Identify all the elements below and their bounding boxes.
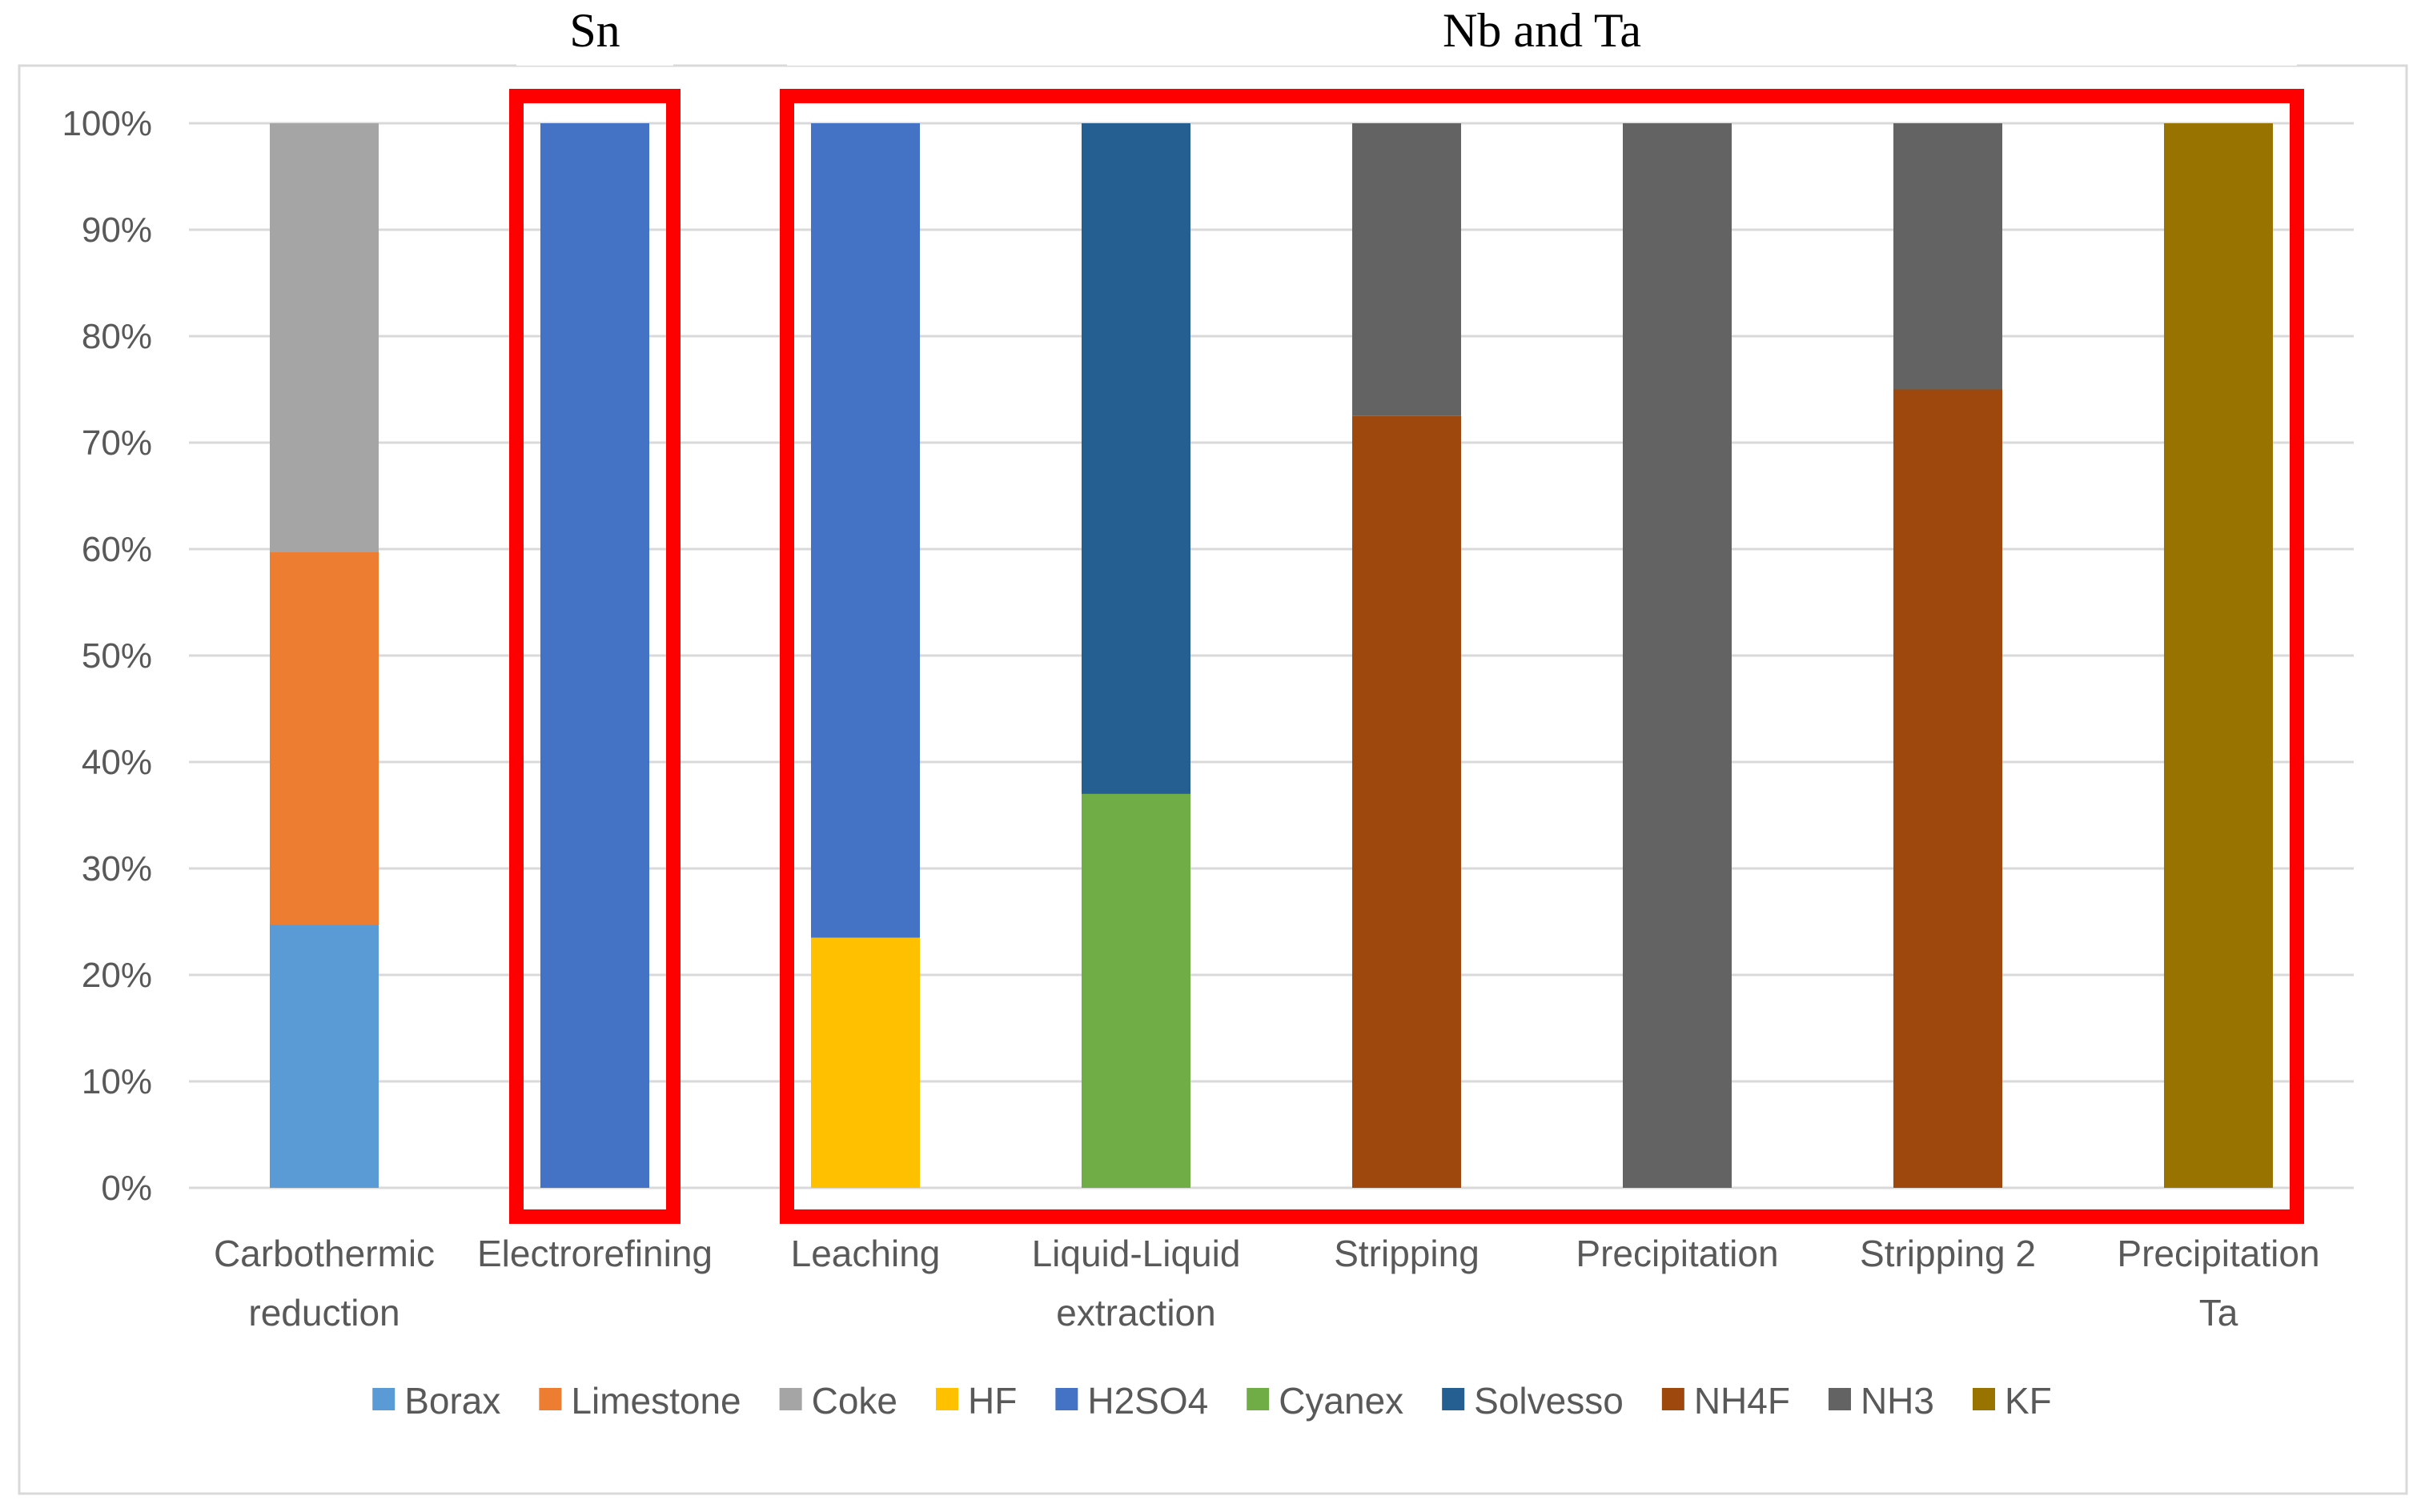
bar-segment bbox=[540, 123, 649, 1188]
x-axis-labels: Carbothermic reduction Electrorefining Leac… bbox=[214, 1233, 2320, 1334]
legend-swatch bbox=[1442, 1388, 1465, 1410]
bar-segment bbox=[1352, 123, 1461, 416]
y-tick-label: 10% bbox=[82, 1062, 152, 1101]
legend-swatch bbox=[1247, 1388, 1270, 1410]
legend-swatch bbox=[779, 1388, 802, 1410]
legend-swatch bbox=[1055, 1388, 1078, 1410]
group-label: Sn bbox=[569, 4, 620, 57]
y-tick-label: 90% bbox=[82, 211, 152, 250]
legend-label: NH3 bbox=[1861, 1380, 1934, 1422]
bar-segment bbox=[1893, 123, 2002, 390]
legend-label: HF bbox=[968, 1380, 1017, 1422]
bars bbox=[270, 123, 2273, 1188]
x-category-label: Leaching bbox=[791, 1233, 941, 1274]
legend-swatch bbox=[1661, 1388, 1684, 1410]
group-highlight-box bbox=[509, 89, 681, 1224]
bar-segment bbox=[2164, 123, 2273, 1188]
legend-label: NH4F bbox=[1694, 1380, 1790, 1422]
x-category-label: reduction bbox=[248, 1292, 399, 1334]
legend-swatch bbox=[936, 1388, 959, 1410]
x-category-label: Stripping 2 bbox=[1860, 1233, 2036, 1274]
bar-segment bbox=[811, 937, 920, 1188]
legend-label: Solvesso bbox=[1474, 1380, 1624, 1422]
group-label-background bbox=[516, 2, 673, 66]
group-label-background bbox=[787, 2, 2297, 66]
bar-segment bbox=[811, 123, 920, 938]
x-category-label: Liquid-Liquid bbox=[1032, 1233, 1241, 1274]
x-category-label: Precipitation bbox=[1576, 1233, 1778, 1274]
y-tick-label: 80% bbox=[82, 317, 152, 356]
x-category-label: extraction bbox=[1056, 1292, 1215, 1334]
legend-swatch bbox=[1828, 1388, 1851, 1410]
legend-swatch bbox=[1972, 1388, 1995, 1410]
bar-segment bbox=[1352, 415, 1461, 1188]
y-tick-label: 0% bbox=[101, 1169, 152, 1208]
bar-segment bbox=[1893, 389, 2002, 1188]
y-tick-label: 30% bbox=[82, 849, 152, 888]
y-tick-label: 20% bbox=[82, 956, 152, 995]
group-label: Nb and Ta bbox=[1443, 4, 1641, 57]
legend-swatch bbox=[372, 1388, 395, 1410]
bar-segment bbox=[270, 924, 379, 1188]
bar-segment bbox=[1082, 793, 1190, 1188]
bar-segment bbox=[270, 551, 379, 925]
legend-label: Limestone bbox=[571, 1380, 741, 1422]
group-highlight-box bbox=[780, 89, 2304, 1224]
y-tick-label: 60% bbox=[82, 530, 152, 569]
legend-label: KF bbox=[2005, 1380, 2052, 1422]
legend-label: Coke bbox=[812, 1380, 897, 1422]
x-category-label: Precipitation bbox=[2117, 1233, 2319, 1274]
chart-frame bbox=[18, 64, 2408, 1495]
y-tick-label: 50% bbox=[82, 636, 152, 676]
y-tick-label: 100% bbox=[62, 104, 152, 143]
y-tick-label: 70% bbox=[82, 423, 152, 463]
bar-segment bbox=[270, 123, 379, 552]
x-category-label: Electrorefining bbox=[477, 1233, 713, 1274]
bar-segment bbox=[1623, 123, 1732, 1188]
group-highlights: Sn Nb and Ta bbox=[509, 2, 2304, 1224]
y-tick-label: 40% bbox=[82, 743, 152, 782]
legend-label: H2SO4 bbox=[1087, 1380, 1208, 1422]
bar-segment bbox=[1082, 123, 1190, 794]
x-category-label: Carbothermic bbox=[214, 1233, 435, 1274]
legend-swatch bbox=[539, 1388, 562, 1410]
legend: Borax Limestone Coke HF H2SO4 Cyanex Solvesso N… bbox=[372, 1380, 2052, 1422]
x-category-label: Stripping bbox=[1334, 1233, 1480, 1274]
x-category-label: Ta bbox=[2199, 1292, 2238, 1334]
legend-label: Borax bbox=[404, 1380, 500, 1422]
legend-label: Cyanex bbox=[1279, 1380, 1403, 1422]
y-axis-ticks: 0% 10% 20% 30% 40% 50% 60% 70% 80% 90% 100% bbox=[62, 104, 152, 1208]
